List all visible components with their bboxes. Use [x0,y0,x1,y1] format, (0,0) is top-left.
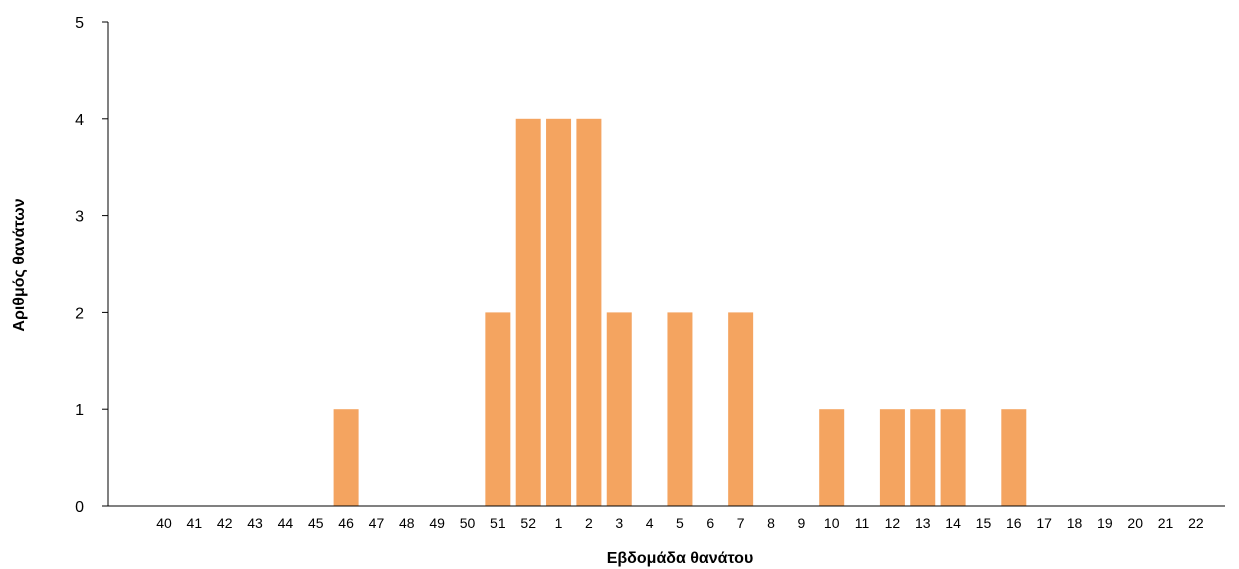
x-tick-label: 17 [1036,515,1052,531]
bar-week-14 [940,409,966,506]
x-tick-label: 41 [187,515,203,531]
x-tick-label: 44 [278,515,294,531]
x-tick-label: 46 [338,515,354,531]
bar-week-13 [910,409,936,506]
x-tick-label: 40 [156,515,172,531]
x-tick-label: 10 [824,515,840,531]
x-tick-label: 43 [247,515,263,531]
x-tick-label: 42 [217,515,233,531]
y-ticks-layer: 0 1 2 3 4 5 [75,15,108,516]
bar-week-51 [485,312,511,506]
bar-week-1 [546,118,572,507]
bar-week-3 [606,312,632,506]
x-ticks-layer: 40 41 42 43 44 45 46 47 48 49 50 51 52 1 2 3 4 5 6 7 8 9 10 11 1… [156,515,1204,531]
x-tick-label: 13 [915,515,931,531]
x-tick-label: 50 [460,515,476,531]
y-tick-label: 3 [75,209,84,226]
x-tick-label: 20 [1127,515,1143,531]
y-axis-title: Αριθμός θανάτων [11,198,28,331]
x-tick-label: 45 [308,515,324,531]
x-tick-label: 3 [615,515,623,531]
bars-layer [333,118,1027,507]
x-axis-title: Εβδομάδα θανάτου [607,550,754,567]
x-tick-label: 8 [767,515,775,531]
y-tick-label: 2 [75,305,84,322]
x-tick-label: 19 [1097,515,1113,531]
x-tick-label: 11 [855,515,870,531]
x-tick-label: 16 [1006,515,1022,531]
x-tick-label: 47 [369,515,385,531]
x-tick-label: 4 [646,515,654,531]
x-tick-label: 12 [885,515,901,531]
bar-week-7 [728,312,754,506]
x-tick-label: 52 [520,515,536,531]
x-tick-label: 48 [399,515,415,531]
bar-week-52 [515,118,541,507]
y-tick-label: 5 [75,15,84,32]
bar-week-2 [576,118,602,507]
bar-week-12 [879,409,905,506]
x-tick-label: 5 [676,515,684,531]
bar-week-10 [819,409,845,506]
x-tick-label: 7 [737,515,745,531]
y-tick-label: 0 [75,499,84,516]
x-tick-label: 1 [555,515,563,531]
x-tick-label: 9 [797,515,805,531]
x-tick-label: 49 [429,515,445,531]
y-tick-label: 4 [75,112,84,129]
bar-week-46 [333,409,359,506]
x-tick-label: 51 [490,515,506,531]
y-tick-label: 1 [75,402,84,419]
x-tick-label: 6 [706,515,714,531]
bar-week-5 [667,312,693,506]
x-tick-label: 14 [945,515,961,531]
x-tick-label: 22 [1188,515,1204,531]
x-tick-label: 21 [1158,515,1174,531]
x-tick-label: 18 [1067,515,1083,531]
x-tick-label: 15 [976,515,992,531]
bar-week-16 [1001,409,1027,506]
x-tick-label: 2 [585,515,593,531]
